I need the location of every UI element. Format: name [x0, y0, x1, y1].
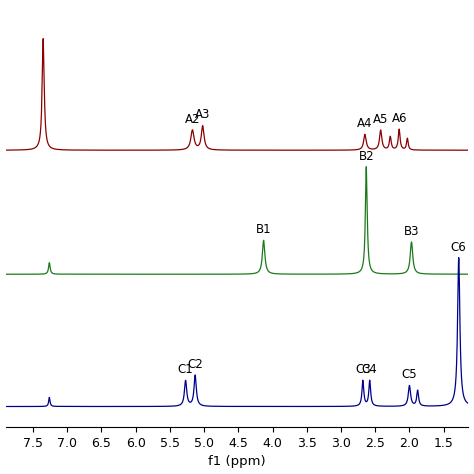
- Text: C6: C6: [451, 240, 466, 254]
- X-axis label: f1 (ppm): f1 (ppm): [208, 456, 265, 468]
- Text: A2: A2: [185, 113, 200, 126]
- Text: B2: B2: [358, 150, 374, 163]
- Text: A3: A3: [195, 109, 210, 121]
- Text: A4: A4: [357, 117, 373, 130]
- Text: B1: B1: [256, 223, 272, 236]
- Text: B3: B3: [404, 225, 419, 238]
- Text: A5: A5: [373, 113, 388, 126]
- Text: C3: C3: [355, 363, 371, 376]
- Text: C1: C1: [178, 363, 193, 376]
- Text: A6: A6: [392, 112, 407, 125]
- Text: C5: C5: [401, 368, 417, 381]
- Text: C2: C2: [187, 358, 203, 371]
- Text: C4: C4: [362, 363, 378, 376]
